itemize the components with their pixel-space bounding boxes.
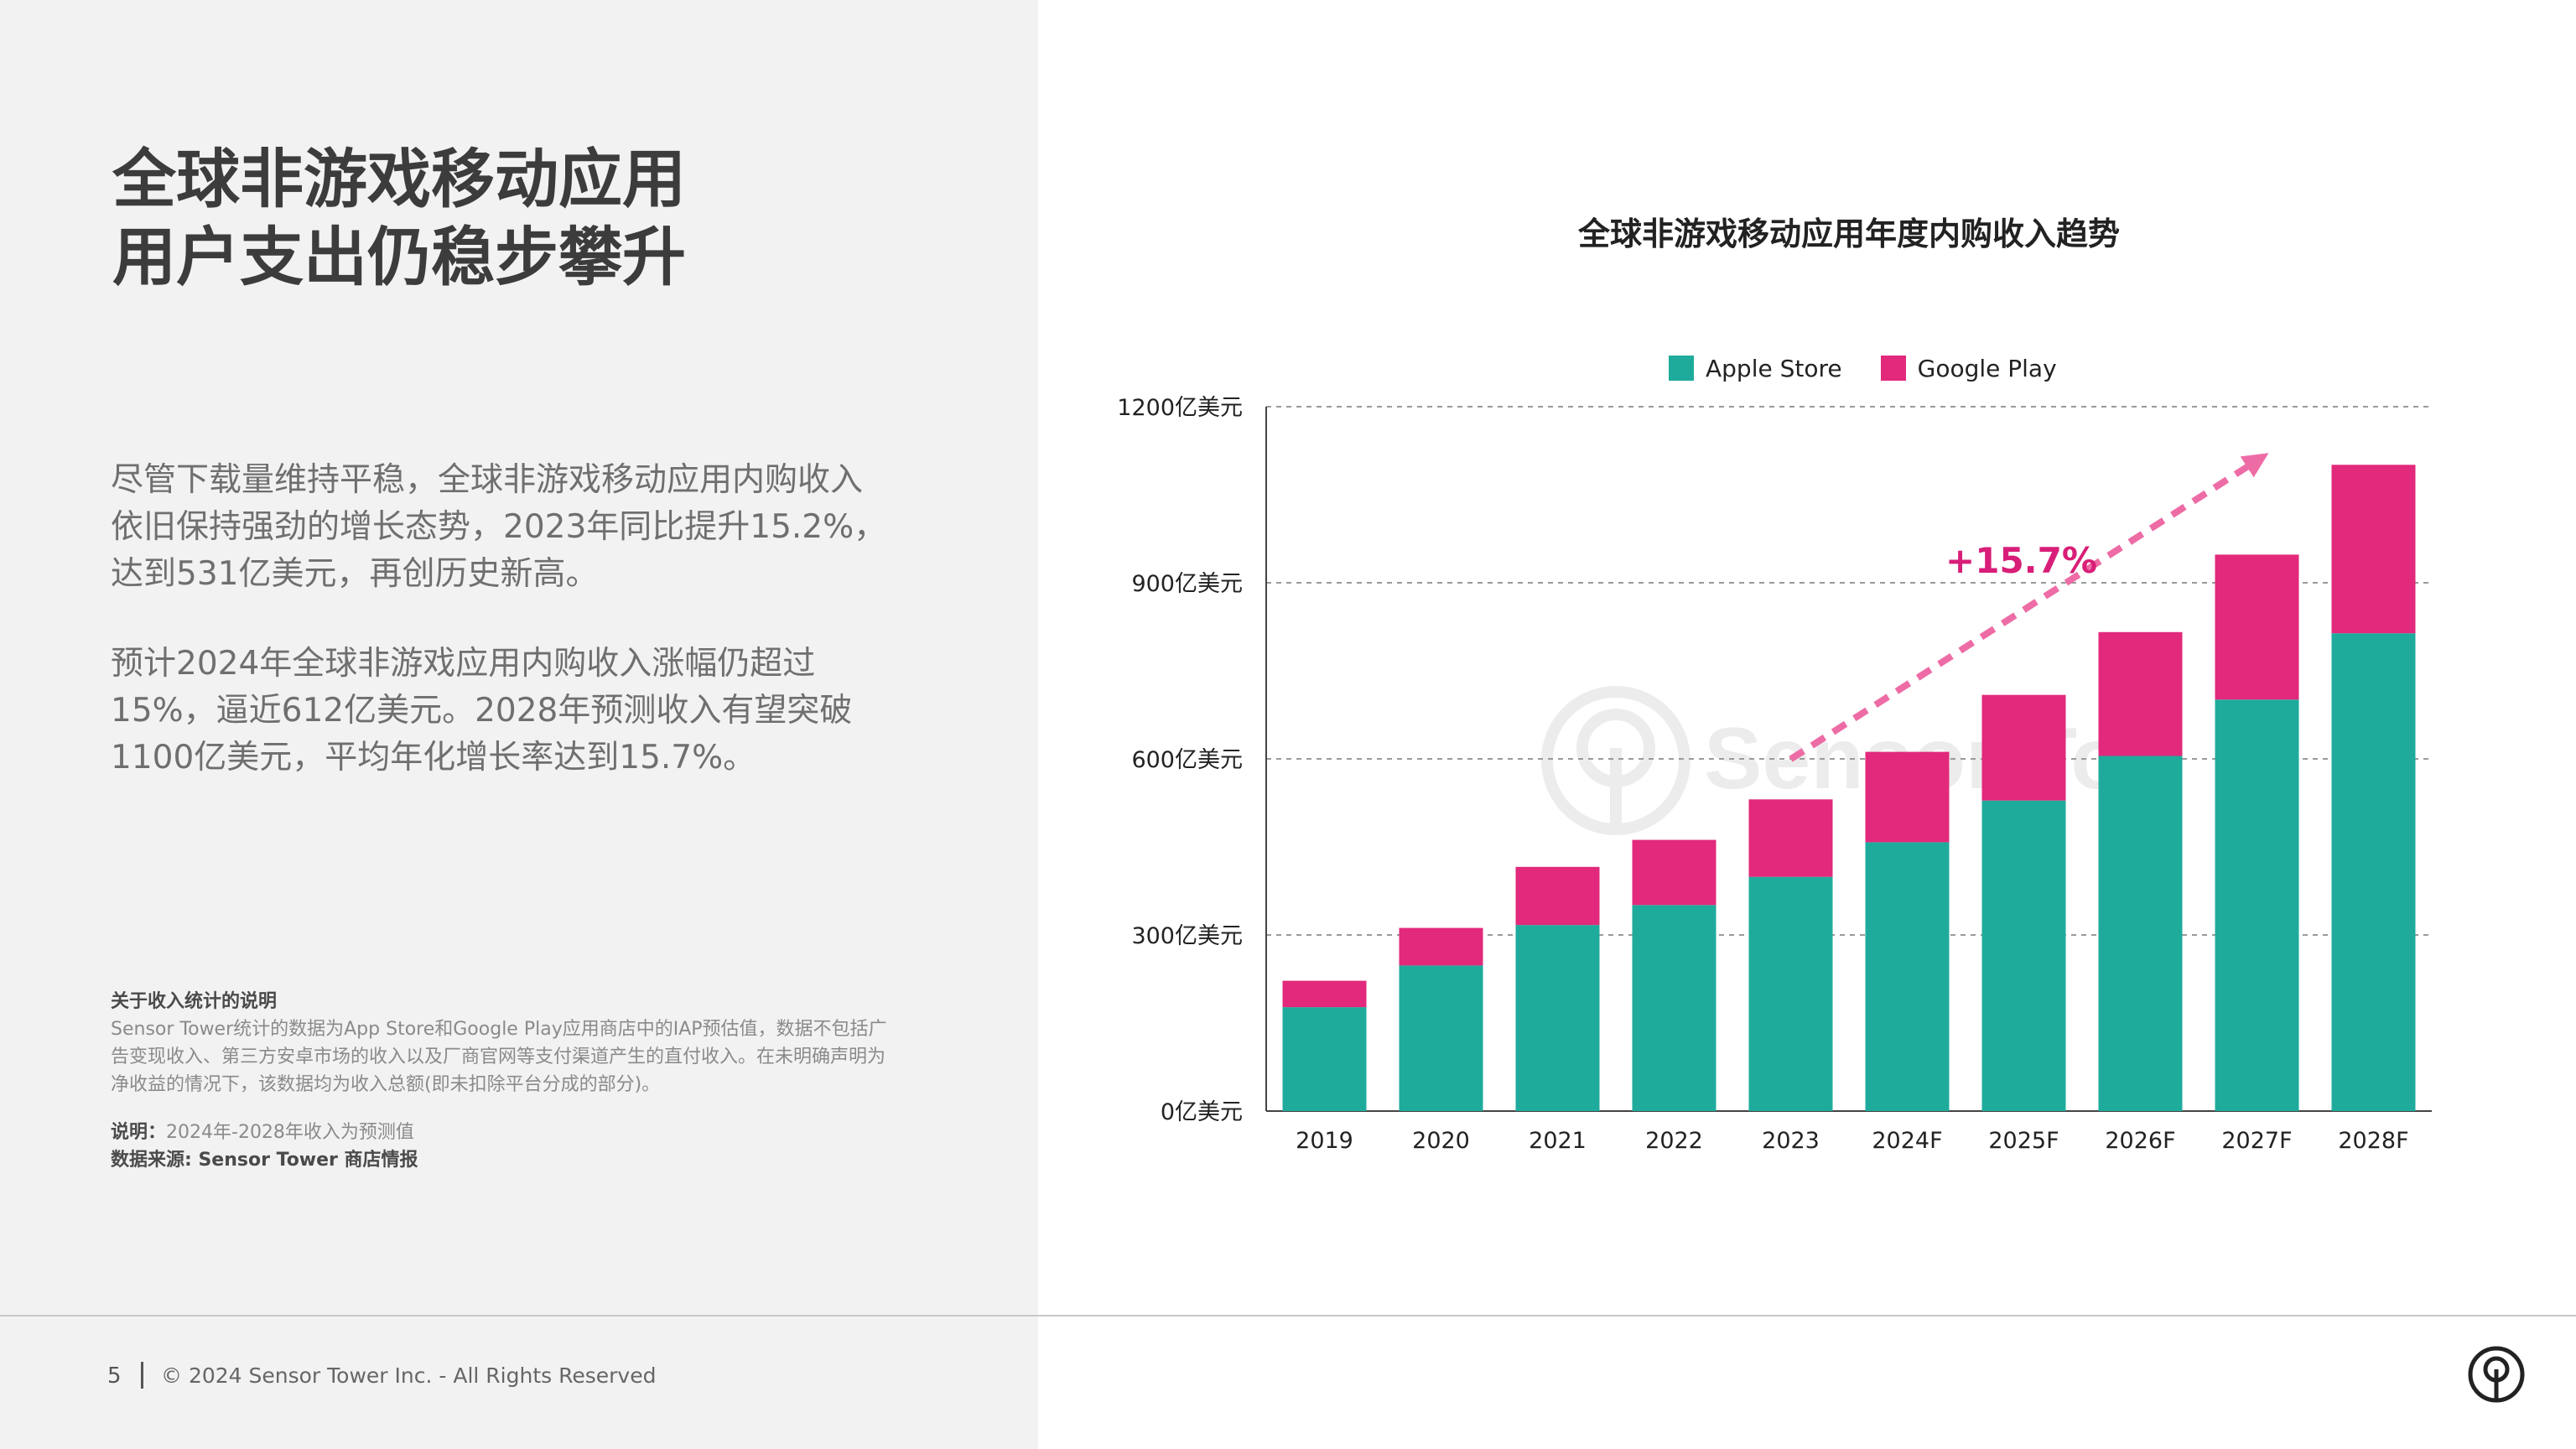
x-tick-label: 2021	[1529, 1128, 1587, 1154]
bar-apple-store	[1632, 905, 1716, 1111]
x-tick-label: 2020	[1412, 1128, 1470, 1154]
legend-item-google: Google Play	[1880, 354, 2057, 382]
bar-apple-store	[1865, 842, 1950, 1111]
legend-item-apple: Apple Store	[1669, 355, 1842, 382]
notes-explain-value: 2024年-2028年收入为预测值	[166, 1122, 414, 1143]
bar-apple-store	[1748, 876, 1833, 1111]
x-tick-label: 2025F	[1988, 1128, 2059, 1154]
bar-google-play	[1515, 866, 1600, 926]
page-number: 5	[107, 1363, 122, 1389]
notes-explain: 说明：2024年-2028年收入为预测值	[111, 1119, 891, 1146]
bar-apple-store	[2331, 633, 2416, 1111]
legend-label-google: Google Play	[1917, 354, 2057, 382]
x-tick-label: 2022	[1645, 1128, 1703, 1154]
bar-google-play	[2215, 554, 2299, 700]
legend-swatch-google	[1880, 356, 1906, 381]
notes-title: 关于收入统计的说明	[111, 991, 278, 1012]
notes-body: Sensor Tower统计的数据为App Store和Google Play应…	[111, 1019, 887, 1095]
bar-apple-store	[2098, 756, 2183, 1111]
x-tick-label: 2019	[1296, 1128, 1353, 1154]
page-title-line1: 全球非游戏移动应用	[112, 142, 686, 216]
growth-annotation-label: +15.7%	[1945, 540, 2097, 581]
y-tick-label: 900亿美元	[1131, 571, 1243, 597]
sensor-tower-logo-icon	[2468, 1346, 2525, 1403]
page-title-line2: 用户支出仍稳步攀升	[112, 219, 686, 294]
chart-title: 全球非游戏移动应用年度内购收入趋势	[1577, 216, 2120, 252]
bar-apple-store	[1282, 1007, 1367, 1111]
x-tick-label: 2026F	[2105, 1128, 2175, 1154]
legend-label-apple: Apple Store	[1706, 354, 1842, 382]
footer-separator	[141, 1362, 143, 1389]
left-panel	[0, 0, 1038, 1449]
bar-apple-store	[1981, 800, 2066, 1111]
revenue-chart: 0亿美元 300亿美元 600亿美元 900亿美元 1200亿美元 2019 2020 202…	[1117, 395, 2432, 1154]
bar-google-play	[1282, 980, 1367, 1008]
bar-apple-store	[1515, 925, 1600, 1111]
bar-google-play	[1865, 751, 1950, 843]
growth-arrow-line	[1789, 462, 2251, 762]
x-tick-label: 2023	[1762, 1128, 1820, 1154]
legend-swatch-apple	[1669, 356, 1694, 381]
bar-apple-store	[1399, 965, 1483, 1111]
bar-google-play	[1981, 694, 2066, 801]
bar-google-play	[2331, 465, 2416, 634]
y-tick-label: 300亿美元	[1131, 923, 1243, 949]
bar-google-play	[2098, 631, 2183, 756]
y-tick-label: 0亿美元	[1161, 1099, 1243, 1125]
bar-google-play	[1748, 799, 1833, 877]
y-tick-label: 1200亿美元	[1117, 395, 1243, 421]
bar-google-play	[1399, 927, 1483, 966]
body-paragraph-2: 预计2024年全球非游戏应用内购收入涨幅仍超过15%，逼近612亿美元。2028…	[111, 645, 853, 776]
bar-google-play	[1632, 839, 1716, 906]
notes-source: 数据来源: Sensor Tower 商店情报	[111, 1150, 418, 1171]
page-title: 全球非游戏移动应用 用户支出仍稳步攀升	[112, 141, 984, 296]
body-paragraph-1: 尽管下载量维持平稳，全球非游戏移动应用内购收入依旧保持强劲的增长态势，2023年…	[111, 461, 887, 593]
y-tick-label: 600亿美元	[1131, 747, 1243, 773]
notes-explain-label: 说明：	[111, 1122, 167, 1143]
growth-arrow-head	[2240, 453, 2269, 478]
chart-legend: Apple Store Google Play	[1669, 353, 2096, 383]
notes-block: 关于收入统计的说明 Sensor Tower统计的数据为App Store和Go…	[111, 988, 891, 1174]
x-tick-label: 2024F	[1872, 1128, 1942, 1154]
footer-divider	[0, 1315, 2576, 1317]
x-tick-label: 2028F	[2338, 1128, 2408, 1154]
copyright-text: © 2024 Sensor Tower Inc. - All Rights Re…	[161, 1363, 657, 1388]
bar-apple-store	[2215, 699, 2299, 1111]
x-tick-label: 2027F	[2221, 1128, 2292, 1154]
